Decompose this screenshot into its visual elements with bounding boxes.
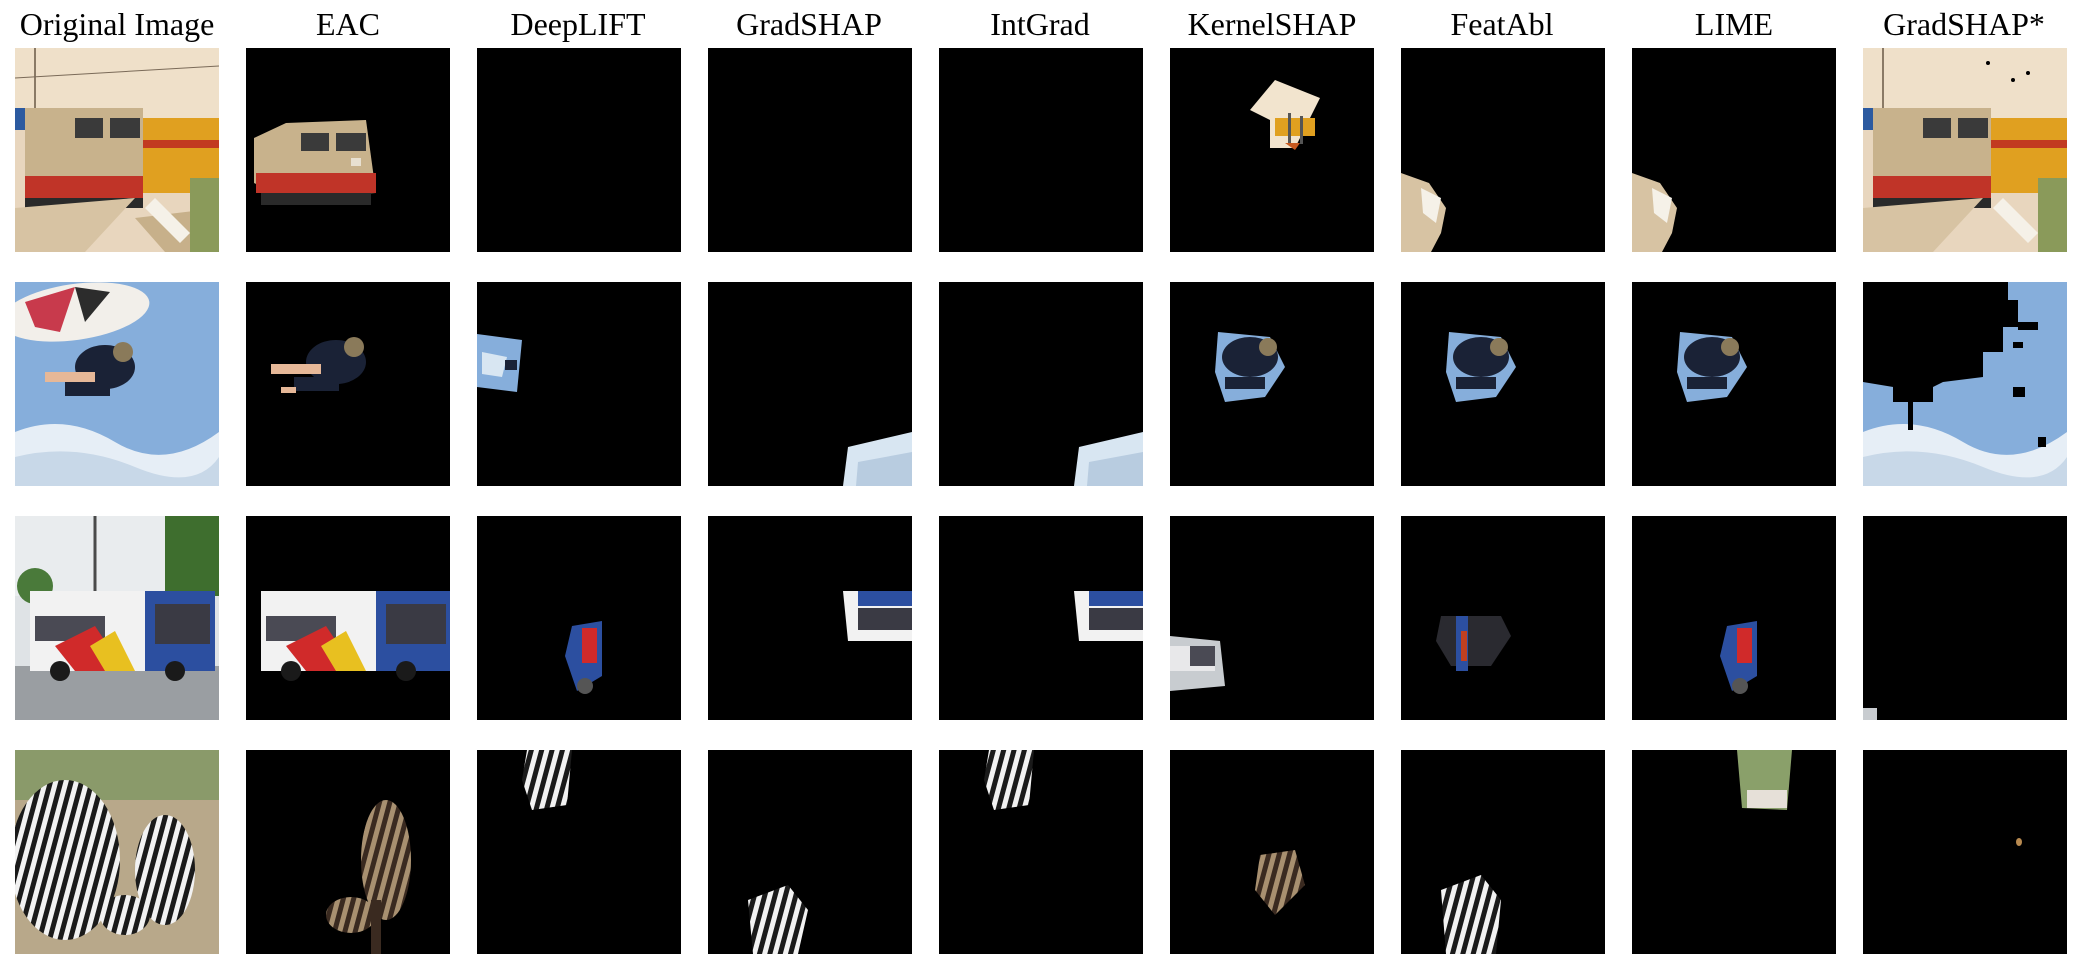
- surfer-gradshap-mask: [708, 282, 912, 486]
- zebra-featabl-mask: [1401, 750, 1605, 954]
- column-header-eac: EAC: [316, 6, 380, 42]
- zebra-intgrad-mask: [939, 750, 1143, 954]
- bus-intgrad-mask: [939, 516, 1143, 720]
- bus-gradshap-star-mask: [1863, 516, 2067, 720]
- zebra-kernelshap-mask: [1170, 750, 1374, 954]
- column-header-lime: LIME: [1694, 6, 1774, 42]
- train-featabl-mask: [1401, 48, 1605, 252]
- zebra-deeplift-mask: [477, 750, 681, 954]
- train-kernelshap-mask: [1170, 48, 1374, 252]
- bus-original-image: [15, 516, 219, 720]
- train-gradshap-mask: [708, 48, 912, 252]
- bus-lime-mask: [1632, 516, 1836, 720]
- zebra-gradshap-mask: [708, 750, 912, 954]
- bus-kernelshap-mask: [1170, 516, 1374, 720]
- surfer-kernelshap-mask: [1170, 282, 1374, 486]
- surfer-deeplift-mask: [477, 282, 681, 486]
- surfer-intgrad-mask: [939, 282, 1143, 486]
- bus-featabl-mask: [1401, 516, 1605, 720]
- train-deeplift-mask: [477, 48, 681, 252]
- train-original-image: [15, 48, 219, 252]
- column-header-deeplift: DeepLIFT: [510, 6, 646, 42]
- surfer-eac-mask: [246, 282, 450, 486]
- train-eac-mask: [246, 48, 450, 252]
- train-lime-mask: [1632, 48, 1836, 252]
- train-gradshap-star-mask: [1863, 48, 2067, 252]
- surfer-original-image: [15, 282, 219, 486]
- column-header-original-image: Original Image: [19, 6, 215, 42]
- bus-gradshap-mask: [708, 516, 912, 720]
- zebra-original-image: [15, 750, 219, 954]
- bus-eac-mask: [246, 516, 450, 720]
- column-header-gradshap-star: GradSHAP*: [1883, 6, 2045, 42]
- column-header-kernelshap: KernelSHAP: [1187, 6, 1357, 42]
- train-intgrad-mask: [939, 48, 1143, 252]
- column-header-intgrad: IntGrad: [990, 6, 1090, 42]
- surfer-lime-mask: [1632, 282, 1836, 486]
- column-header-featabl: FeatAbl: [1450, 6, 1554, 42]
- column-header-gradshap: GradSHAP: [736, 6, 882, 42]
- bus-deeplift-mask: [477, 516, 681, 720]
- zebra-eac-mask: [246, 750, 450, 954]
- surfer-gradshap-star-mask: [1863, 282, 2067, 486]
- zebra-lime-mask: [1632, 750, 1836, 954]
- surfer-featabl-mask: [1401, 282, 1605, 486]
- zebra-gradshap-star-mask: [1863, 750, 2067, 954]
